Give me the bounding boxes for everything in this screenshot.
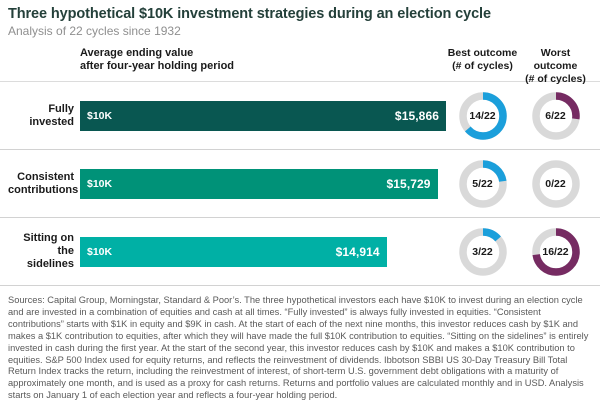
source-footnote: Sources: Capital Group, Morningstar, Sta… bbox=[8, 295, 589, 401]
best-outcome-cell: 5/22 bbox=[446, 159, 519, 208]
strategy-row: Sitting on the sidelines $10K $14,914 3/2… bbox=[0, 218, 600, 286]
worst-outcome-donut: 16/22 bbox=[531, 227, 580, 276]
bar-start-label: $10K bbox=[87, 177, 113, 190]
worst-outcome-donut: 0/22 bbox=[531, 159, 580, 208]
bar-track: $10K $14,914 bbox=[80, 236, 446, 267]
average-ending-value-bar: $10K $15,866 bbox=[80, 100, 446, 131]
page-subtitle: Analysis of 22 cycles since 1932 bbox=[8, 24, 181, 38]
worst-outcome-donut: 6/22 bbox=[531, 91, 580, 140]
donut-chart-svg bbox=[458, 159, 507, 208]
column-headers: Average ending value after four-year hol… bbox=[8, 47, 592, 85]
worst-outcome-cell: 6/22 bbox=[519, 91, 592, 140]
avg-ending-value-header: Average ending value after four-year hol… bbox=[80, 47, 446, 81]
donut-value-label: 16/22 bbox=[542, 245, 569, 258]
donut-chart-svg bbox=[458, 227, 507, 276]
worst-header-line2: (# of cycles) bbox=[525, 73, 586, 85]
worst-outcome-cell: 16/22 bbox=[519, 227, 592, 276]
bar-value-label: $14,914 bbox=[335, 244, 380, 259]
bar-track: $10K $15,866 bbox=[80, 100, 446, 131]
strategy-label: Sitting on the sidelines bbox=[23, 232, 74, 270]
best-outcome-cell: 3/22 bbox=[446, 227, 519, 276]
strategy-label: Fully invested bbox=[29, 102, 74, 128]
best-header-line1: Best outcome bbox=[447, 47, 518, 59]
bar-value-label: $15,866 bbox=[394, 108, 439, 123]
best-outcome-cell: 14/22 bbox=[446, 91, 519, 140]
worst-outcome-cell: 0/22 bbox=[519, 159, 592, 208]
donut-value-label: 6/22 bbox=[545, 109, 566, 122]
donut-value-label: 14/22 bbox=[469, 109, 496, 122]
best-outcome-donut: 3/22 bbox=[458, 227, 507, 276]
strategy-row: Consistent contributions $10K $15,729 5/2… bbox=[0, 150, 600, 218]
chart-rows: Fully invested $10K $15,866 14/22 6/22 Co… bbox=[0, 81, 600, 286]
strategy-label: Consistent contributions bbox=[8, 170, 79, 196]
donut-value-label: 3/22 bbox=[472, 245, 493, 258]
bar-start-label: $10K bbox=[87, 109, 113, 122]
donut-chart-svg bbox=[531, 91, 580, 140]
donut-value-label: 0/22 bbox=[545, 177, 566, 190]
best-header-line2: (# of cycles) bbox=[452, 60, 513, 72]
best-outcome-header: Best outcome (# of cycles) bbox=[446, 47, 519, 81]
donut-chart-svg bbox=[458, 91, 507, 140]
bar-value-label: $15,729 bbox=[386, 176, 431, 191]
bar-start-label: $10K bbox=[87, 245, 113, 258]
page-title: Three hypothetical $10K investment strat… bbox=[8, 6, 491, 22]
header-spacer bbox=[8, 47, 80, 81]
best-outcome-donut: 14/22 bbox=[458, 91, 507, 140]
donut-value-label: 5/22 bbox=[472, 177, 493, 190]
donut-chart-svg bbox=[531, 159, 580, 208]
best-outcome-donut: 5/22 bbox=[458, 159, 507, 208]
worst-header-line1: Worst outcome bbox=[533, 47, 578, 72]
bar-track: $10K $15,729 bbox=[80, 168, 446, 199]
average-ending-value-bar: $10K $15,729 bbox=[80, 168, 438, 199]
worst-outcome-header: Worst outcome (# of cycles) bbox=[519, 47, 592, 85]
donut-chart-svg bbox=[531, 227, 580, 276]
strategy-row: Fully invested $10K $15,866 14/22 6/22 bbox=[0, 82, 600, 150]
avg-header-line1: Average ending value bbox=[80, 47, 194, 59]
avg-header-line2: after four-year holding period bbox=[80, 60, 235, 72]
average-ending-value-bar: $10K $14,914 bbox=[80, 236, 387, 267]
